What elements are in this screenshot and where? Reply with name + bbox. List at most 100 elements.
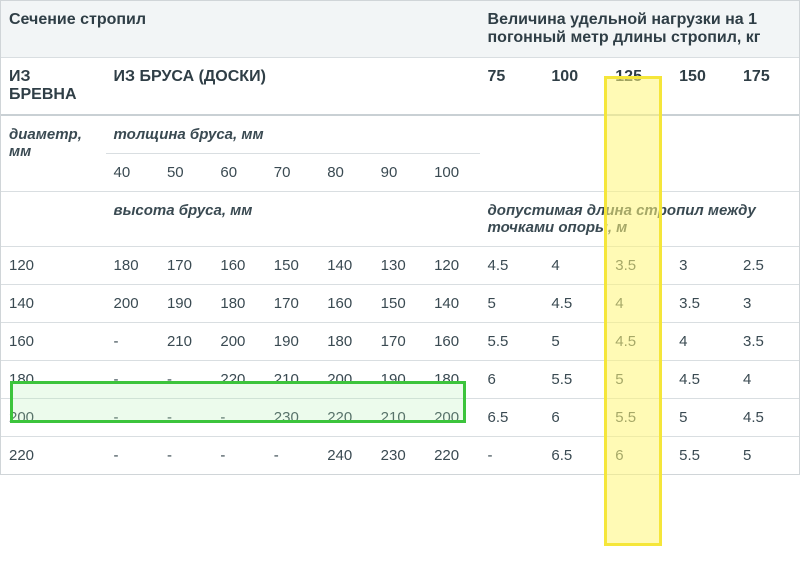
from-beam-label: ИЗ БРУСА (ДОСКИ) [106,58,480,116]
h-cell: - [106,323,159,361]
s-cell: 6 [480,361,544,399]
s-cell: 6 [607,437,671,475]
thick-2: 60 [212,154,265,192]
thickness-label: толщина бруса, мм [106,115,480,154]
h-cell: 120 [426,247,479,285]
diam-cell: 140 [1,285,106,323]
s-cell: 4.5 [480,247,544,285]
h-cell: 150 [266,247,319,285]
h-cell: 140 [426,285,479,323]
s-cell: 3.5 [671,285,735,323]
h-cell: 210 [373,399,426,437]
h-cell: 180 [212,285,265,323]
load-val-1: 100 [543,58,607,116]
h-cell: 160 [319,285,372,323]
thick-6: 100 [426,154,479,192]
s-cell: - [480,437,544,475]
s-cell: 3.5 [735,323,799,361]
load-val-0: 75 [480,58,544,116]
table-row: 140 200 190 180 170 160 150 140 5 4.5 4 … [1,285,799,323]
h-cell: - [159,399,212,437]
s-cell: 4 [607,285,671,323]
h-cell: 170 [266,285,319,323]
h-cell: - [212,399,265,437]
load-val-3: 150 [671,58,735,116]
h-cell: 180 [426,361,479,399]
h-cell: 190 [266,323,319,361]
table-row-highlighted: 160 - 210 200 190 180 170 160 5.5 5 4.5 … [1,323,799,361]
s-cell: 5 [735,437,799,475]
diam-cell: 220 [1,437,106,475]
h-cell: 220 [212,361,265,399]
section-title: Сечение стропил [1,1,480,58]
rafter-table: Сечение стропил Величина удельной нагруз… [0,0,800,475]
h-cell: 230 [266,399,319,437]
h-cell: 200 [319,361,372,399]
s-cell: 5 [480,285,544,323]
diam-cell: 180 [1,361,106,399]
header-row-1: Сечение стропил Величина удельной нагруз… [1,1,799,58]
h-cell: 170 [373,323,426,361]
s-cell: 3 [671,247,735,285]
s-cell: 5 [671,399,735,437]
diam-label: диаметр, мм [1,115,106,192]
s-cell: 4.5 [671,361,735,399]
load-val-4: 175 [735,58,799,116]
h-cell: 180 [106,247,159,285]
s-cell: 6.5 [480,399,544,437]
h-cell: 240 [319,437,372,475]
h-cell: 190 [159,285,212,323]
s-cell: 5.5 [543,361,607,399]
diam-cell: 160 [1,323,106,361]
table-row: 120 180 170 160 150 140 130 120 4.5 4 3.… [1,247,799,285]
diam-cell: 200 [1,399,106,437]
s-cell: 4 [671,323,735,361]
empty-diam [1,192,106,247]
s-cell: 5.5 [607,399,671,437]
h-cell: 170 [159,247,212,285]
s-cell: 5 [543,323,607,361]
h-cell: 210 [266,361,319,399]
h-cell: 160 [426,323,479,361]
h-cell: - [106,361,159,399]
s-cell: 6 [543,399,607,437]
from-log-label: ИЗ БРЕВНА [1,58,106,116]
h-cell: 200 [106,285,159,323]
table-row: 180 - - 220 210 200 190 180 6 5.5 5 4.5 … [1,361,799,399]
h-cell: - [106,399,159,437]
h-cell: 200 [426,399,479,437]
h-cell: - [266,437,319,475]
s-cell: 4.5 [543,285,607,323]
h-cell: - [159,361,212,399]
h-cell: 220 [319,399,372,437]
header-row-3: диаметр, мм толщина бруса, мм [1,115,799,154]
s-cell: 4.5 [735,399,799,437]
h-cell: 150 [373,285,426,323]
s-cell: 5.5 [480,323,544,361]
table-row: 200 - - - 230 220 210 200 6.5 6 5.5 5 4.… [1,399,799,437]
h-cell: 230 [373,437,426,475]
thick-0: 40 [106,154,159,192]
s-cell: 4 [735,361,799,399]
height-label: высота бруса, мм [106,192,480,247]
h-cell: 200 [212,323,265,361]
s-cell: 5 [607,361,671,399]
diam-cell: 120 [1,247,106,285]
s-cell: 4.5 [607,323,671,361]
s-cell: 5.5 [671,437,735,475]
s-cell: 6.5 [543,437,607,475]
thick-1: 50 [159,154,212,192]
h-cell: - [106,437,159,475]
thick-3: 70 [266,154,319,192]
h-cell: 140 [319,247,372,285]
s-cell: 3.5 [607,247,671,285]
header-row-2: ИЗ БРЕВНА ИЗ БРУСА (ДОСКИ) 75 100 125 15… [1,58,799,116]
s-cell: 3 [735,285,799,323]
h-cell: 130 [373,247,426,285]
s-cell: 4 [543,247,607,285]
h-cell: 220 [426,437,479,475]
h-cell: 160 [212,247,265,285]
thick-4: 80 [319,154,372,192]
s-cell: 2.5 [735,247,799,285]
h-cell: 180 [319,323,372,361]
